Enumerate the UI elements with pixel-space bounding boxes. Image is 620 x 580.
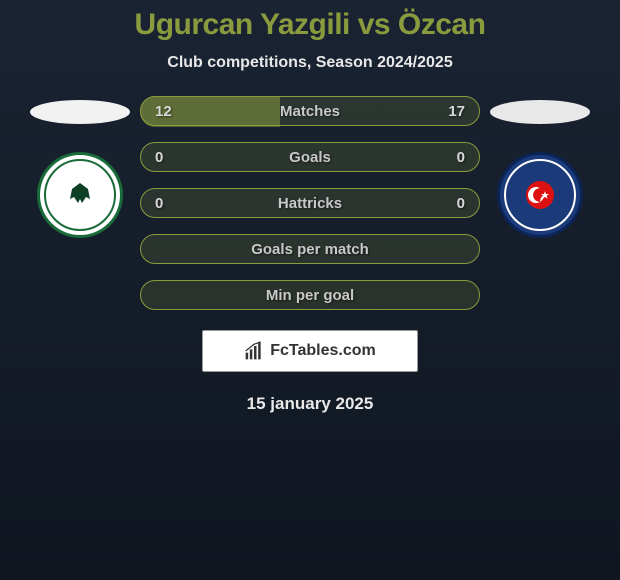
bar-right-value: 0 (457, 149, 465, 166)
stat-bar: Min per goal (140, 280, 480, 310)
eagle-icon (60, 175, 100, 215)
right-club-crest (497, 152, 583, 238)
comparison-card: Ugurcan Yazgili vs Özcan Club competitio… (0, 0, 620, 580)
bar-label: Goals (289, 149, 331, 166)
right-ellipse (490, 100, 590, 124)
right-crest-column (490, 96, 590, 238)
date-label: 15 january 2025 (247, 394, 374, 414)
subtitle: Club competitions, Season 2024/2025 (167, 54, 452, 72)
crescent-star-icon (520, 175, 560, 215)
bar-label: Matches (280, 103, 340, 120)
stat-bar: 0 Hattricks 0 (140, 188, 480, 218)
right-crest-inner (504, 159, 576, 231)
chart-icon (244, 341, 264, 361)
bar-label: Hattricks (278, 195, 342, 212)
bar-right-value: 17 (448, 103, 465, 120)
bar-left-value: 0 (155, 149, 163, 166)
main-row: 12 Matches 17 0 Goals 0 0 Hattricks 0 Goals per m… (0, 96, 620, 310)
left-crest-column (30, 96, 130, 238)
brand-box[interactable]: FcTables.com (202, 330, 418, 372)
stat-bar: 12 Matches 17 (140, 96, 480, 126)
left-ellipse (30, 100, 130, 124)
stat-bar: 0 Goals 0 (140, 142, 480, 172)
bar-label: Min per goal (266, 287, 354, 304)
brand-text: FcTables.com (270, 342, 376, 360)
left-club-crest (37, 152, 123, 238)
bar-left-value: 0 (155, 195, 163, 212)
bar-left-value: 12 (155, 103, 172, 120)
stat-bar: Goals per match (140, 234, 480, 264)
left-crest-inner (44, 159, 116, 231)
bar-label: Goals per match (251, 241, 369, 258)
stats-bars: 12 Matches 17 0 Goals 0 0 Hattricks 0 Goals per m… (140, 96, 480, 310)
bar-right-value: 0 (457, 195, 465, 212)
page-title: Ugurcan Yazgili vs Özcan (135, 8, 486, 42)
